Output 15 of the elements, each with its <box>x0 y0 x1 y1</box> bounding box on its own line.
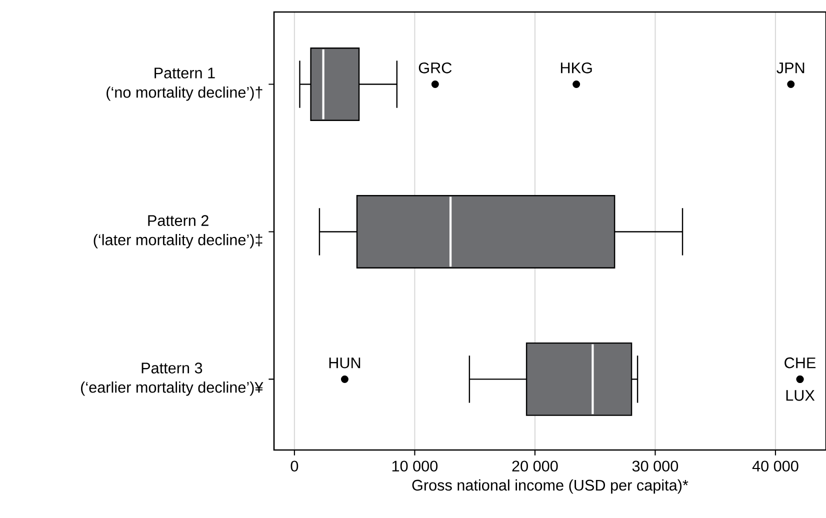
y-tick-label: Pattern 2 (‘later mortality decline’)‡ <box>94 215 262 248</box>
x-tick-label: 0 <box>290 460 298 472</box>
annotation: LUX <box>786 390 815 401</box>
x-axis-title: Gross national income (USD per capita)* <box>412 479 688 494</box>
y-tick-label: Pattern 1 (‘no mortality decline’)† <box>106 68 262 101</box>
x-tick-label: 30 000 <box>632 460 678 472</box>
x-tick-label: 40 000 <box>752 460 798 472</box>
annotation: HUN <box>329 358 360 368</box>
annotation: CHE <box>784 357 816 368</box>
annotation: GRC <box>418 62 452 74</box>
y-tick-label: Pattern 3 (‘earlier mortality decline’)¥ <box>81 362 264 396</box>
annotation: HKG <box>560 62 592 74</box>
annotation: JPN <box>776 62 804 74</box>
x-tick-label: 10 000 <box>392 460 438 472</box>
x-tick-label: 20 000 <box>512 460 558 472</box>
